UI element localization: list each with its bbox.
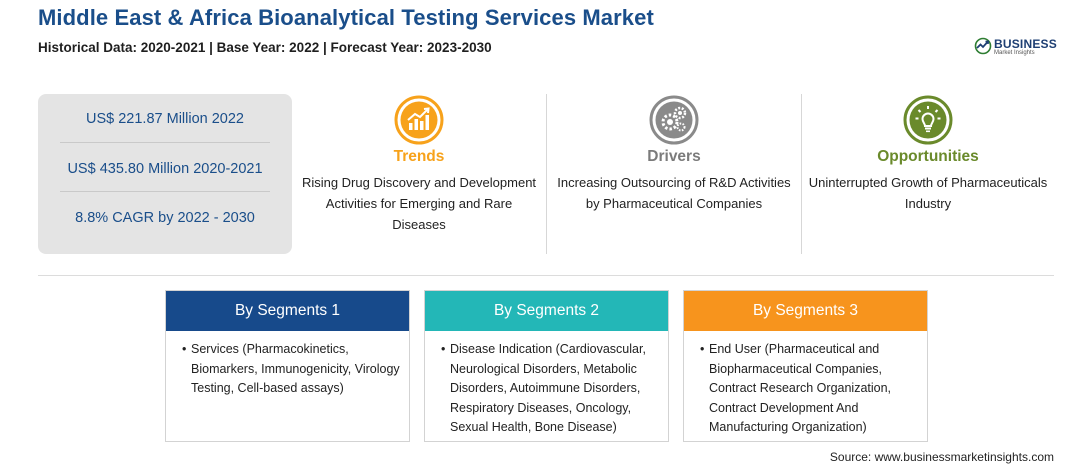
opportunities-heading: Opportunities — [877, 148, 979, 165]
stat-market-value-historical: US$ 435.80 Million 2020-2021 — [67, 161, 263, 177]
segment-2-title: By Segments 2 — [425, 291, 668, 331]
drivers-column: Drivers Increasing Outsourcing of R&D Ac… — [554, 95, 794, 214]
source-citation: Source: www.businessmarketinsights.com — [829, 450, 1054, 464]
drivers-heading: Drivers — [647, 148, 701, 165]
trends-column: Trends Rising Drug Discovery and Develop… — [299, 95, 539, 235]
drivers-description: Increasing Outsourcing of R&D Activities… — [557, 175, 791, 211]
bullet-icon: • — [441, 342, 446, 356]
logo-tagline: Market Insights — [994, 50, 1035, 56]
stat-cagr: 8.8% CAGR by 2022 - 2030 — [75, 210, 255, 226]
segment-2-text: Disease Indication (Cardiovascular, Neur… — [450, 342, 646, 434]
column-divider — [801, 94, 802, 254]
segment-card-1: By Segments 1 • Services (Pharmacokineti… — [165, 290, 410, 442]
lightbulb-icon — [903, 95, 953, 145]
segment-card-2: By Segments 2 • Disease Indication (Card… — [424, 290, 669, 442]
trends-heading: Trends — [393, 148, 445, 165]
segment-3-title: By Segments 3 — [684, 291, 927, 331]
logo-wordmark: BUSINESS — [994, 37, 1057, 51]
stat-market-value-2022: US$ 221.87 Million 2022 — [86, 111, 244, 127]
segment-1-title: By Segments 1 — [166, 291, 409, 331]
stats-panel: US$ 221.87 Million 2022 US$ 435.80 Milli… — [38, 94, 292, 254]
opportunities-description: Uninterrupted Growth of Pharmaceuticals … — [808, 175, 1048, 211]
trends-description: Rising Drug Discovery and Development Ac… — [301, 175, 537, 232]
segment-card-3: By Segments 3 • End User (Pharmaceutical… — [683, 290, 928, 442]
segment-3-text: End User (Pharmaceutical and Biopharmace… — [709, 342, 892, 434]
opportunities-column: Opportunities Uninterrupted Growth of Ph… — [808, 95, 1048, 214]
stat-divider — [60, 191, 270, 192]
stat-divider — [60, 142, 270, 143]
section-divider — [38, 275, 1054, 276]
page-title: Middle East & Africa Bioanalytical Testi… — [38, 5, 654, 30]
page-subtitle: Historical Data: 2020-2021 | Base Year: … — [38, 40, 492, 55]
bullet-icon: • — [182, 342, 187, 356]
gears-icon — [649, 95, 699, 145]
column-divider — [546, 94, 547, 254]
brand-logo: BUSINESS Market Insights — [974, 37, 1064, 59]
bullet-icon: • — [700, 342, 705, 356]
segment-1-text: Services (Pharmacokinetics, Biomarkers, … — [191, 342, 400, 395]
globe-icon — [974, 37, 992, 55]
rising-chart-icon — [394, 95, 444, 145]
